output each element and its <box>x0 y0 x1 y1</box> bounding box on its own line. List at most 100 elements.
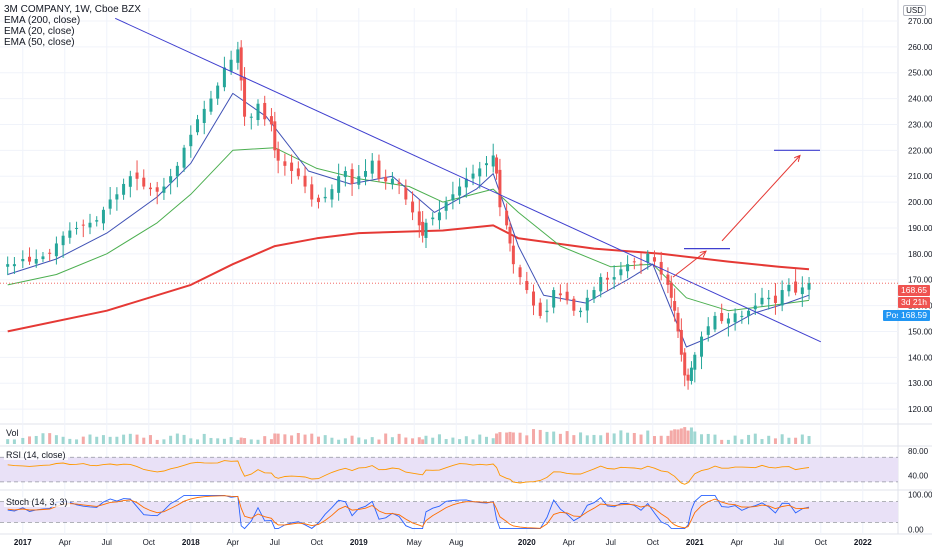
candle-body <box>256 103 260 121</box>
candle-body <box>169 176 173 183</box>
volume-bar <box>753 433 757 444</box>
candle-body <box>229 59 233 72</box>
time-tick-label: 2020 <box>518 538 536 547</box>
candle-body <box>552 290 556 308</box>
candle-body <box>431 217 435 220</box>
candle-body <box>484 163 488 166</box>
time-tick-label: 2021 <box>686 538 704 547</box>
rsi-tick-label: 40.00 <box>908 472 929 481</box>
candle-body <box>753 305 757 310</box>
candle-body <box>384 176 388 182</box>
volume-bar <box>377 439 381 444</box>
price-tick-label: 180.00 <box>908 250 932 259</box>
stoch-tick-label: 100.00 <box>908 491 932 500</box>
candle-body <box>135 172 139 179</box>
candle-body <box>28 256 32 262</box>
volume-bar <box>720 439 724 444</box>
volume-bar <box>330 437 334 444</box>
legend-ema20: EMA (20, close) <box>4 26 75 37</box>
volume-bar <box>511 432 515 444</box>
candle-body <box>565 291 569 301</box>
volume-bar <box>122 434 126 444</box>
volume-bar <box>417 437 421 444</box>
volume-bar <box>532 429 536 444</box>
volume-bar <box>229 437 233 444</box>
volume-bar <box>411 438 415 444</box>
volume-bar <box>538 429 542 444</box>
volume-bar <box>12 439 16 444</box>
volume-bar <box>700 434 704 444</box>
candle-body <box>733 313 737 323</box>
candle-body <box>518 267 522 278</box>
volume-bar <box>323 435 327 444</box>
stoch-band <box>0 501 898 523</box>
arrow-up-1 <box>672 251 706 278</box>
time-tick-label: 2019 <box>350 538 368 547</box>
price-tick-label: 220.00 <box>908 146 932 155</box>
candle-body <box>364 171 368 177</box>
candle-body <box>390 178 394 185</box>
candle-body <box>558 293 562 296</box>
volume-bar <box>182 434 186 444</box>
volume-bar <box>599 435 603 444</box>
volume-bar <box>585 435 589 444</box>
volume-bar <box>357 437 361 444</box>
candle-body <box>290 162 294 172</box>
candle-body <box>296 168 300 177</box>
candle-body <box>760 297 764 305</box>
legend-ema200: EMA (200, close) <box>4 15 81 26</box>
volume-bar <box>95 436 99 444</box>
volume-bar <box>579 432 583 444</box>
candle-body <box>612 277 616 280</box>
candle-body <box>495 157 499 174</box>
volume-bar <box>673 429 677 444</box>
candle-body <box>585 297 589 311</box>
candle-body <box>498 169 502 208</box>
volume-bar <box>169 435 173 444</box>
rsi-pane-label: RSI (14, close) <box>4 450 68 460</box>
legend-title: 3M COMPANY, 1W, Cboe BZX <box>4 4 141 15</box>
price-tick-label: 190.00 <box>908 224 932 233</box>
candle-body <box>807 283 811 290</box>
candle-body <box>115 194 119 200</box>
candle-body <box>68 230 72 238</box>
volume-bar <box>693 431 697 444</box>
candle-body <box>478 168 482 177</box>
post-label-tag: Post <box>882 310 906 321</box>
candle-body <box>273 121 277 151</box>
candle-body <box>337 176 341 193</box>
price-tick-label: 200.00 <box>908 198 932 207</box>
price-tick-label: 210.00 <box>908 172 932 181</box>
volume-bar <box>34 435 38 444</box>
candle-body <box>676 312 680 332</box>
candle-body <box>330 189 334 200</box>
volume-bar <box>572 435 576 444</box>
currency-label[interactable]: USD <box>903 5 926 16</box>
volume-bar <box>196 439 200 444</box>
stoch-d-line <box>7 495 810 529</box>
candle-body <box>451 194 455 201</box>
candle-body <box>155 187 159 192</box>
candle-body <box>397 182 401 184</box>
volume-bar <box>48 433 52 444</box>
candle-body <box>632 261 636 263</box>
candle-body <box>713 315 717 330</box>
volume-bar <box>222 438 226 444</box>
volume-bar <box>88 434 92 444</box>
candle-body <box>162 186 166 193</box>
volume-bar <box>28 436 32 444</box>
price-tick-label: 260.00 <box>908 43 932 52</box>
candle-body <box>122 183 126 195</box>
time-tick-label: Jul <box>270 538 280 547</box>
rsi-band <box>0 457 898 482</box>
candle-body <box>700 336 704 357</box>
volume-bar <box>471 439 475 444</box>
volume-bar <box>676 429 680 444</box>
candle-body <box>683 352 687 376</box>
candle-body <box>787 284 791 292</box>
candle-body <box>21 258 25 262</box>
volume-bar <box>81 436 85 444</box>
trend-line <box>114 17 822 343</box>
